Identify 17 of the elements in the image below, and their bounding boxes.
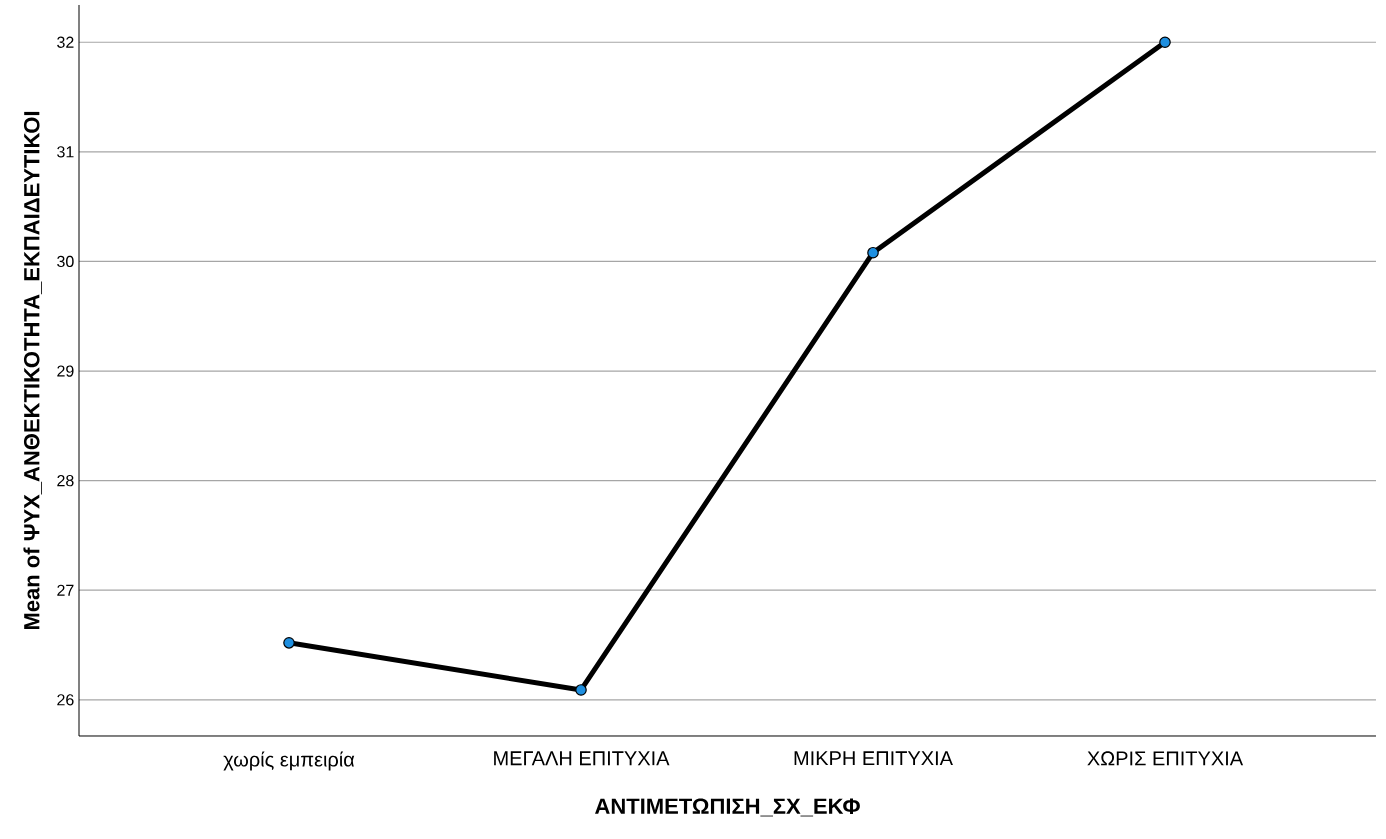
x-axis-title: ΑΝΤΙΜΕΤΩΠΙΣΗ_ΣΧ_ΕΚΦ bbox=[595, 798, 860, 817]
point bbox=[867, 246, 879, 259]
x-tick-label: ΜΙΚΡΗ ΕΠΙΤΥΧΙΑ bbox=[794, 751, 953, 766]
x-tick-label: χωρίς εμπειρία bbox=[223, 751, 355, 771]
y-axis-title: Mean of ΨΥΧ_ΑΝΘΕΚΤΙΚΟΤΗΤΑ_ΕΚΠΑΙΔΕΥΤΙΚΟΙ bbox=[23, 111, 43, 630]
y-tick-label: 27 bbox=[57, 584, 74, 596]
x-tick-label: ΧΩΡΙΣ ΕΠΙΤΥΧΙΑ bbox=[1087, 751, 1244, 766]
point bbox=[1159, 36, 1171, 49]
y-tick-label: 28 bbox=[57, 474, 74, 487]
y-tick-label: 30 bbox=[57, 255, 74, 268]
y-tick-label: 29 bbox=[57, 365, 74, 377]
y-tick-label: 31 bbox=[57, 146, 74, 158]
x-tick-label: ΜΕΓΑΛΗ ΕΠΙΤΥΧΙΑ bbox=[494, 751, 670, 766]
y-tick-label: 32 bbox=[57, 36, 74, 48]
y-tick-label: 26 bbox=[57, 694, 74, 706]
point bbox=[283, 637, 295, 649]
point bbox=[575, 684, 587, 696]
